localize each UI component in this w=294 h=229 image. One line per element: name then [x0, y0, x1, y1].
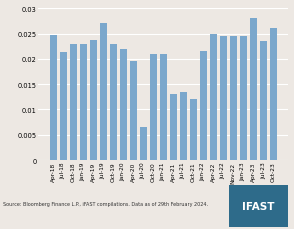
Bar [60, 53, 67, 160]
Bar [50, 35, 56, 160]
Bar [120, 49, 127, 160]
Bar [80, 44, 87, 160]
Bar [180, 92, 187, 160]
Bar [100, 24, 107, 160]
Bar [250, 19, 257, 160]
Text: Source: Bloomberg Finance L.P., iFAST compilations. Data as of 29th February 202: Source: Bloomberg Finance L.P., iFAST co… [3, 201, 208, 206]
Bar [160, 55, 167, 160]
Bar [210, 34, 217, 160]
Bar [90, 40, 97, 160]
Text: IFAST: IFAST [243, 201, 275, 211]
Bar [140, 128, 147, 160]
Bar [130, 62, 137, 160]
Bar [190, 100, 197, 160]
Bar [200, 52, 207, 160]
Bar [70, 44, 77, 160]
Bar [170, 95, 177, 160]
Bar [110, 44, 117, 160]
Bar [270, 29, 277, 160]
Bar [220, 37, 227, 160]
Bar [150, 55, 157, 160]
Bar [230, 37, 237, 160]
Bar [260, 42, 267, 160]
Bar [240, 37, 247, 160]
